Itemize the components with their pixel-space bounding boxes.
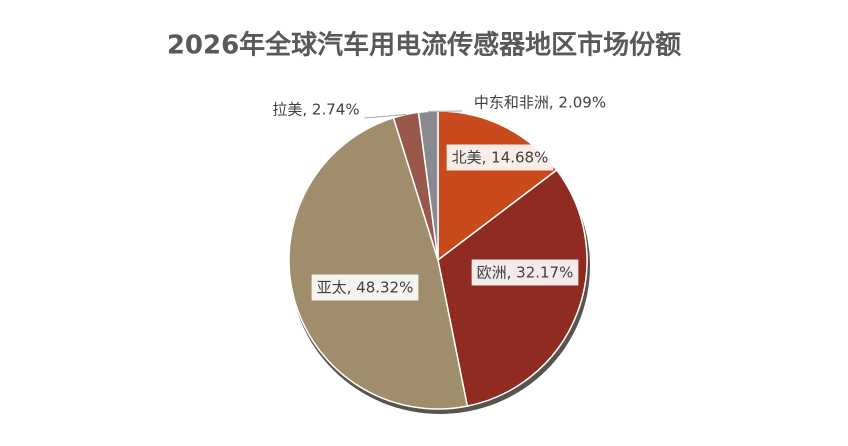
data-label: 拉美, 2.74% bbox=[272, 101, 359, 119]
pie-slice bbox=[288, 116, 469, 410]
label-box bbox=[311, 274, 419, 301]
data-label: 中东和非洲, 2.09% bbox=[474, 94, 606, 112]
label-box bbox=[468, 89, 612, 116]
data-label: 欧洲, 32.17% bbox=[477, 264, 574, 282]
data-label: 亚太, 48.32% bbox=[317, 279, 414, 297]
label-box bbox=[471, 259, 579, 286]
label-box bbox=[446, 144, 554, 171]
pie-slice bbox=[437, 168, 588, 407]
chart-title: 2026年全球汽车用电流传感器地区市场份额 bbox=[167, 30, 681, 61]
label-box bbox=[267, 96, 365, 123]
leader-line bbox=[363, 114, 406, 119]
data-label: 北美, 14.68% bbox=[452, 149, 549, 167]
